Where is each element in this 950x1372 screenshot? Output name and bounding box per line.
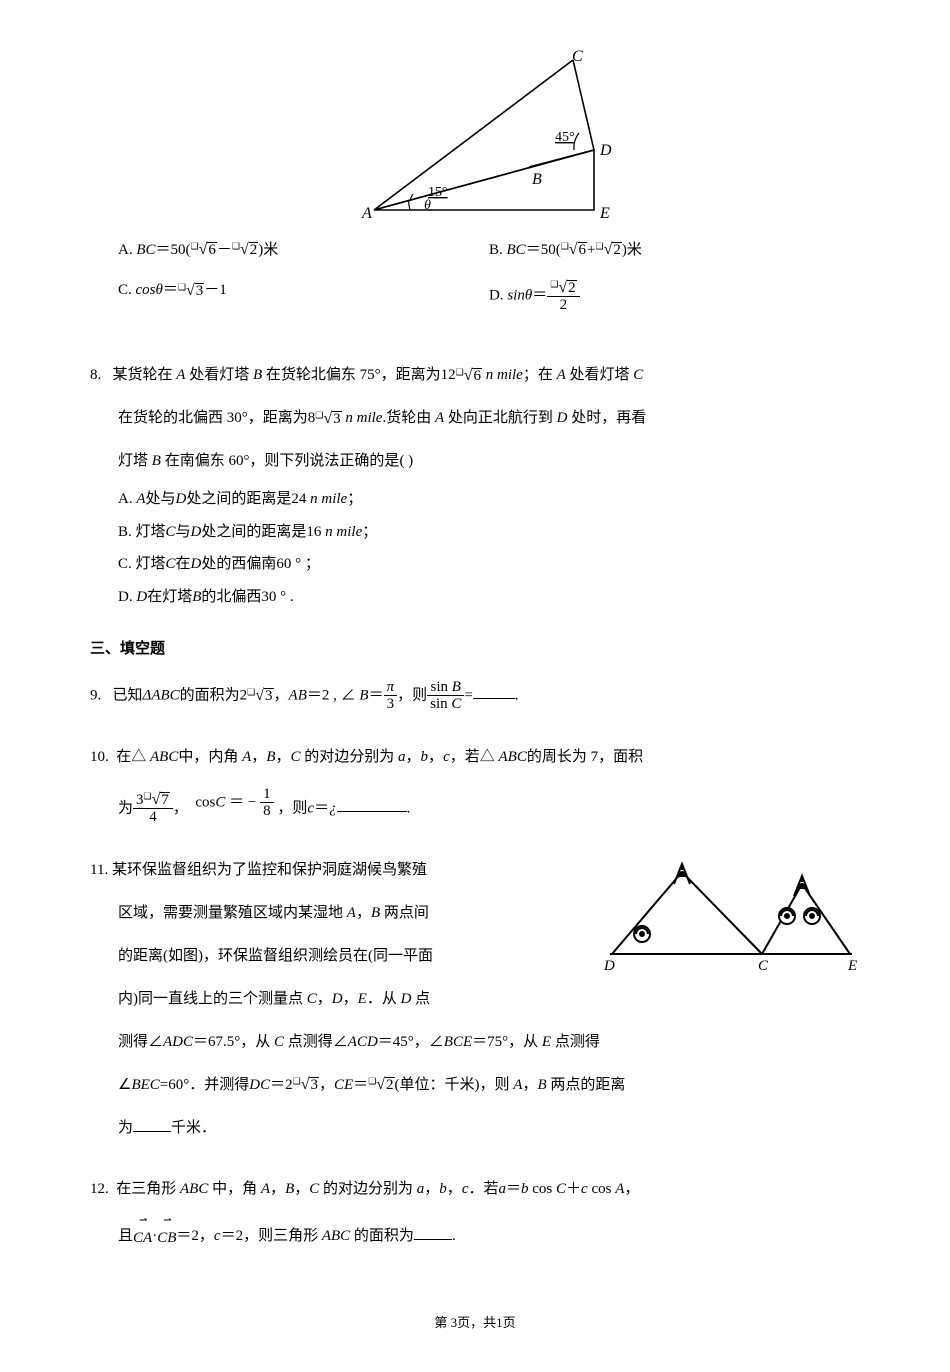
q7-options: A. BC＝50(❑√6－❑√2)米 B. BC＝50(❑√6+❑√2)米 C.… (118, 239, 860, 332)
q7-optD: D. sinθ＝❑√22 (489, 279, 860, 313)
q12: 12. 在三角形 ABC 中，角 A，B，C 的对边分别为 a，b，c．若a＝b… (90, 1173, 860, 1253)
svg-text:D: D (603, 958, 615, 974)
blank (133, 1116, 171, 1132)
q8-optA: A. A处与D处之间的距离是24 n mile； (90, 488, 860, 511)
blank (473, 683, 515, 699)
lbl-C: C (572, 50, 583, 65)
q7-diagram: A B C D E 45° 15° θ (118, 50, 860, 233)
q9-num: 9. (90, 687, 101, 703)
q11-diagram: D C E (600, 854, 860, 1026)
q7-optB: B. BC＝50(❑√6+❑√2)米 (489, 239, 860, 262)
q7-optC: C. cosθ＝❑√3－1 (118, 279, 489, 313)
page-footer: 第 3页，共1页 (90, 1313, 860, 1333)
q9: 9. 已知ΔABC的面积为2❑√3，AB＝2 , ∠ B＝π3，则sin Bsi… (90, 679, 860, 713)
section-3-title: 三、填空题 (90, 638, 860, 661)
lbl-45: 45° (555, 130, 575, 145)
q10: 10. 在△ ABC中，内角 A，B，C 的对边分别为 a，b，c，若△ ABC… (90, 741, 860, 826)
q7: A B C D E 45° 15° θ A. BC＝50(❑√6－❑√2)米 B… (90, 50, 860, 331)
lbl-A: A (361, 205, 372, 222)
q10-num: 10. (90, 749, 109, 765)
lbl-D: D (599, 142, 612, 159)
lbl-B: B (532, 171, 542, 188)
lbl-th: θ (424, 198, 431, 213)
blank (337, 796, 407, 812)
q8-optD: D. D在灯塔B的北偏西30 ° . (90, 586, 860, 609)
lbl-E: E (599, 205, 610, 222)
q8-optC: C. 灯塔C在D处的西偏南60 ° ； (90, 553, 860, 576)
lbl-15: 15° (428, 185, 448, 200)
q12-num: 12. (90, 1181, 109, 1197)
svg-text:E: E (847, 958, 857, 974)
q8-optB: B. 灯塔C与D处之间的距离是16 n mile； (90, 521, 860, 544)
q8: 8. 某货轮在 A 处看灯塔 B 在货轮北偏东 75°，距离为12❑√6 n m… (90, 359, 860, 608)
svg-text:C: C (758, 958, 769, 974)
q7-optA: A. BC＝50(❑√6－❑√2)米 (118, 239, 489, 262)
q11-num: 11. (90, 862, 108, 878)
q8-num: 8. (90, 367, 101, 383)
q11: 11. 某环保监督组织为了监控和保护洞庭湖候鸟繁殖 区域，需要测量繁殖区域内某湿… (90, 854, 860, 1145)
blank (414, 1224, 452, 1240)
